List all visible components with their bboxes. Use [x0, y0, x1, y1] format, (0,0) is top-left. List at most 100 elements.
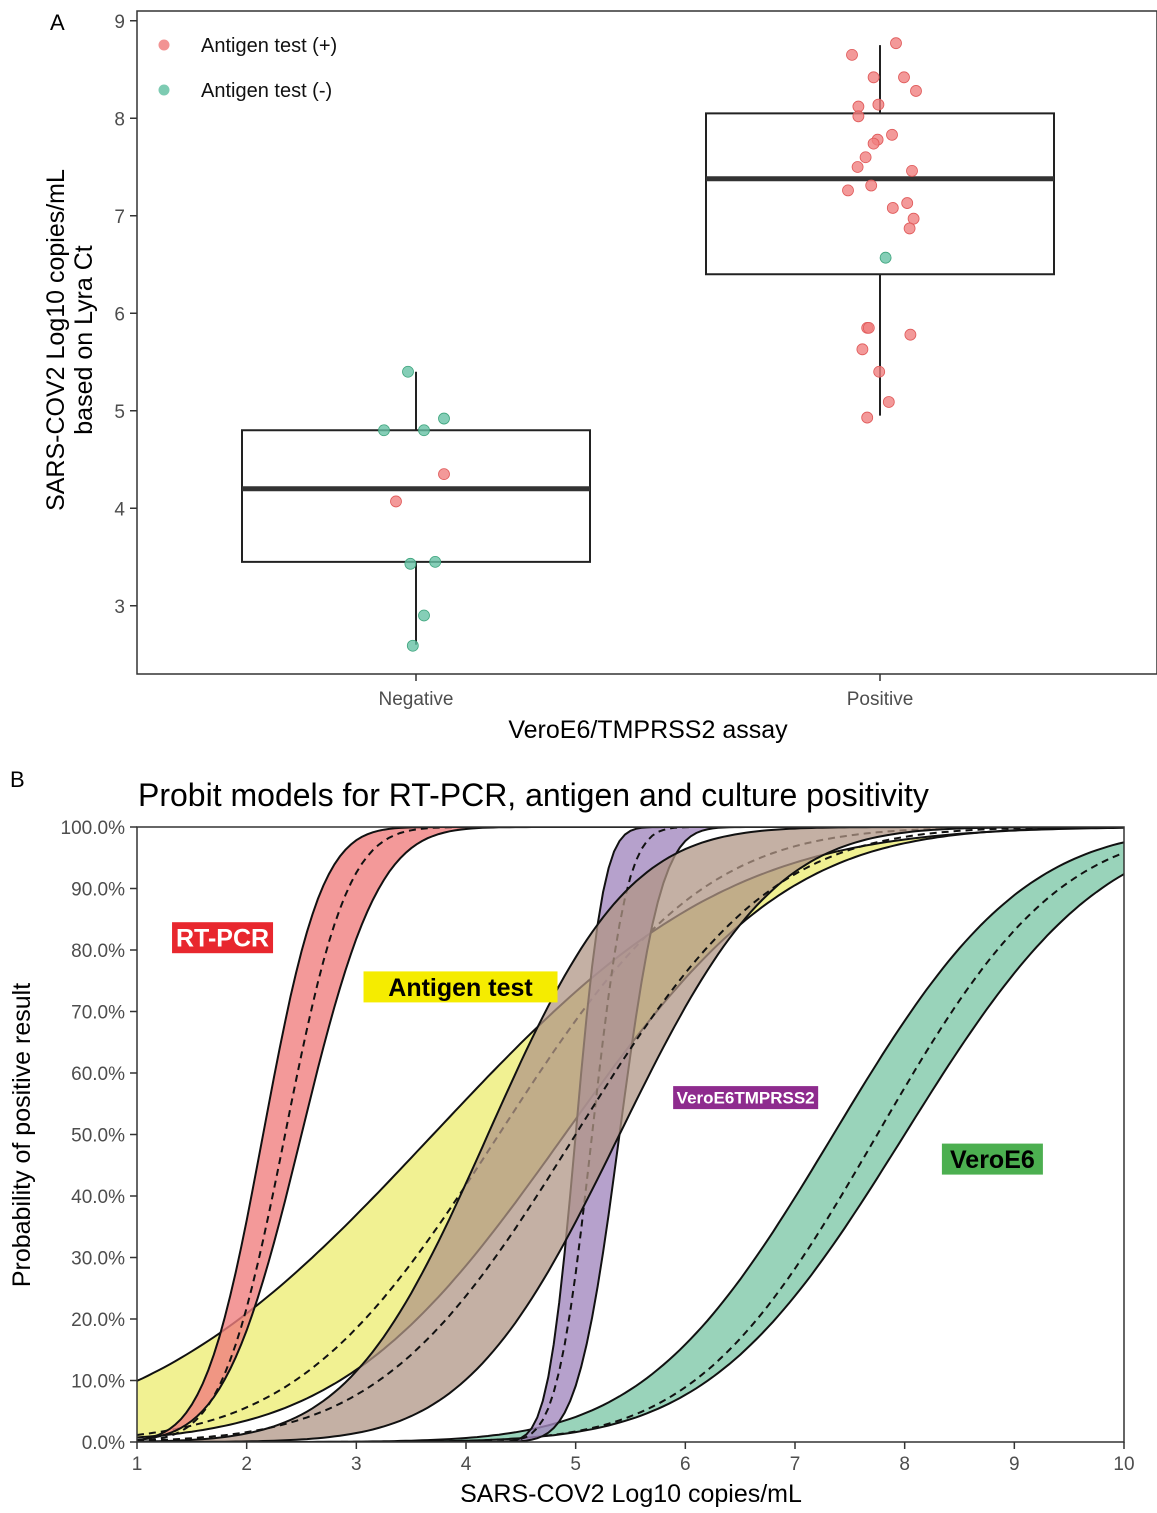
fit-line-veroe6 [137, 851, 1124, 1442]
y-tick-label: 4 [114, 499, 125, 520]
data-point [418, 609, 430, 622]
data-point [862, 321, 875, 334]
x-tick-label-negative: Negative [379, 689, 454, 710]
data-point [438, 468, 450, 481]
data-point [903, 222, 916, 235]
band-overlap [137, 827, 1124, 1442]
y-tick-label: 5 [114, 402, 125, 423]
x-tick-label: 3 [351, 1454, 362, 1475]
panel-a-x-axis-label: VeroE6/TMPRSS2 assay [508, 716, 788, 744]
data-point [906, 164, 918, 177]
data-point [406, 639, 419, 652]
legend-marker-0 [158, 39, 170, 51]
y-axis-label-line-2: based on Lyra Ct [70, 245, 98, 435]
y-tick-label: 3 [114, 597, 125, 618]
panel-b-label: B [10, 767, 25, 792]
data-point [898, 71, 910, 84]
data-point [404, 557, 417, 570]
y-tick-label: 6 [114, 304, 125, 325]
y-tick-label: 70.0% [71, 1003, 125, 1024]
panel-a-label: A [50, 10, 65, 35]
y-tick-label: 50.0% [71, 1126, 125, 1147]
data-point [861, 411, 874, 424]
series-label-veroe6: VeroE6 [950, 1146, 1035, 1174]
fit-line-veroe6tmprss2 [137, 827, 1124, 1442]
box-negative [241, 429, 591, 563]
series-label-bg-rt-pcr [172, 922, 274, 954]
data-point [904, 328, 917, 341]
y-tick-label: 8 [114, 109, 125, 130]
data-point [907, 212, 920, 225]
x-tick-label: 6 [680, 1454, 691, 1475]
legend-label-1: Antigen test (-) [201, 80, 332, 102]
y-axis-label-line-1: SARS-COV2 Log10 copies/mL [42, 169, 70, 511]
y-tick-label: 100.0% [61, 818, 126, 839]
panel-b-title: Probit models for RT-PCR, antigen and cu… [138, 777, 929, 813]
band-antigen-test [137, 827, 1124, 1438]
x-tick-label: 9 [1009, 1454, 1020, 1475]
panel-a-y-axis-label: SARS-COV2 Log10 copies/mL based on Lyra … [42, 169, 98, 511]
x-tick-label: 8 [899, 1454, 910, 1475]
band-edge-upper-overlap [137, 827, 1124, 1442]
y-tick-label: 40.0% [71, 1187, 125, 1208]
data-point [378, 424, 390, 437]
fit-line-overlap [137, 827, 1124, 1442]
y-tick-label: 10.0% [71, 1372, 125, 1393]
panel-a-plot-area: 3 4 5 6 7 8 9 Negative Positive Antigen test (+) A… [114, 10, 1157, 710]
y-tick-label: 30.0% [71, 1249, 125, 1270]
panel-b-y-axis-label: Probability of positive result [8, 983, 36, 1287]
band-veroe6 [137, 842, 1124, 1442]
data-point [886, 202, 899, 214]
series-label-veroe6tmprss2: VeroE6TMPRSS2 [677, 1089, 815, 1108]
x-tick-label: 5 [570, 1454, 581, 1475]
fit-line-rt-pcr [137, 827, 1124, 1442]
x-tick-label-positive: Positive [847, 689, 914, 710]
panel-b: B Probit models for RT-PCR, antigen and … [8, 767, 1135, 1508]
data-point [390, 495, 402, 508]
box-positive [705, 112, 1055, 276]
y-tick-label: 90.0% [71, 880, 125, 901]
data-point [882, 396, 895, 408]
bands-group [137, 827, 1124, 1442]
series-label-bg-veroe6tmprss2 [673, 1086, 819, 1110]
y-tick-label: 80.0% [71, 941, 125, 962]
band-edge-lower-rt-pcr [137, 827, 1124, 1441]
data-point [867, 71, 880, 84]
series-label-bg-antigen-test [363, 971, 558, 1003]
x-tick-label: 7 [790, 1454, 801, 1475]
panel-b-x-axis-label: SARS-COV2 Log10 copies/mL [460, 1480, 802, 1508]
data-point [852, 100, 865, 113]
data-point [438, 412, 450, 425]
data-point [865, 179, 878, 192]
y-tick-label: 9 [114, 12, 125, 33]
band-edge-lower-overlap [137, 827, 1124, 1442]
data-point [852, 110, 865, 123]
panel-b-plot-area: 0.0% 10.0% 20.0% 30.0% 40.0% 50.0% 60.0% 70.0% 8… [61, 818, 1135, 1475]
series-label-rt-pcr: RT-PCR [176, 925, 269, 953]
band-edge-lower-veroe6 [137, 873, 1124, 1442]
band-edge-upper-veroe6tmprss2 [137, 827, 1124, 1442]
data-point [846, 48, 858, 61]
data-point [873, 365, 886, 378]
band-edge-upper-rt-pcr [137, 827, 1124, 1442]
data-point [910, 85, 922, 97]
data-point [851, 161, 864, 173]
y-tick-label: 60.0% [71, 1064, 125, 1085]
data-point [867, 137, 880, 150]
data-point [429, 555, 442, 568]
data-point [886, 128, 898, 141]
x-tick-label: 2 [241, 1454, 252, 1475]
series-label-antigen-test: Antigen test [388, 974, 533, 1002]
plot-frame [136, 10, 1157, 675]
y-tick-label: 0.0% [82, 1433, 125, 1454]
legend-label-0: Antigen test (+) [201, 35, 337, 57]
x-tick-label: 1 [132, 1454, 143, 1475]
data-point [872, 98, 885, 111]
data-point [418, 424, 430, 437]
data-point [879, 251, 892, 264]
data-point [402, 365, 414, 378]
panel-a: A 3 4 5 6 7 8 9 Negative Positive Antigen test (+… [42, 10, 1157, 744]
y-tick-label: 7 [114, 207, 125, 228]
data-point [859, 151, 872, 164]
